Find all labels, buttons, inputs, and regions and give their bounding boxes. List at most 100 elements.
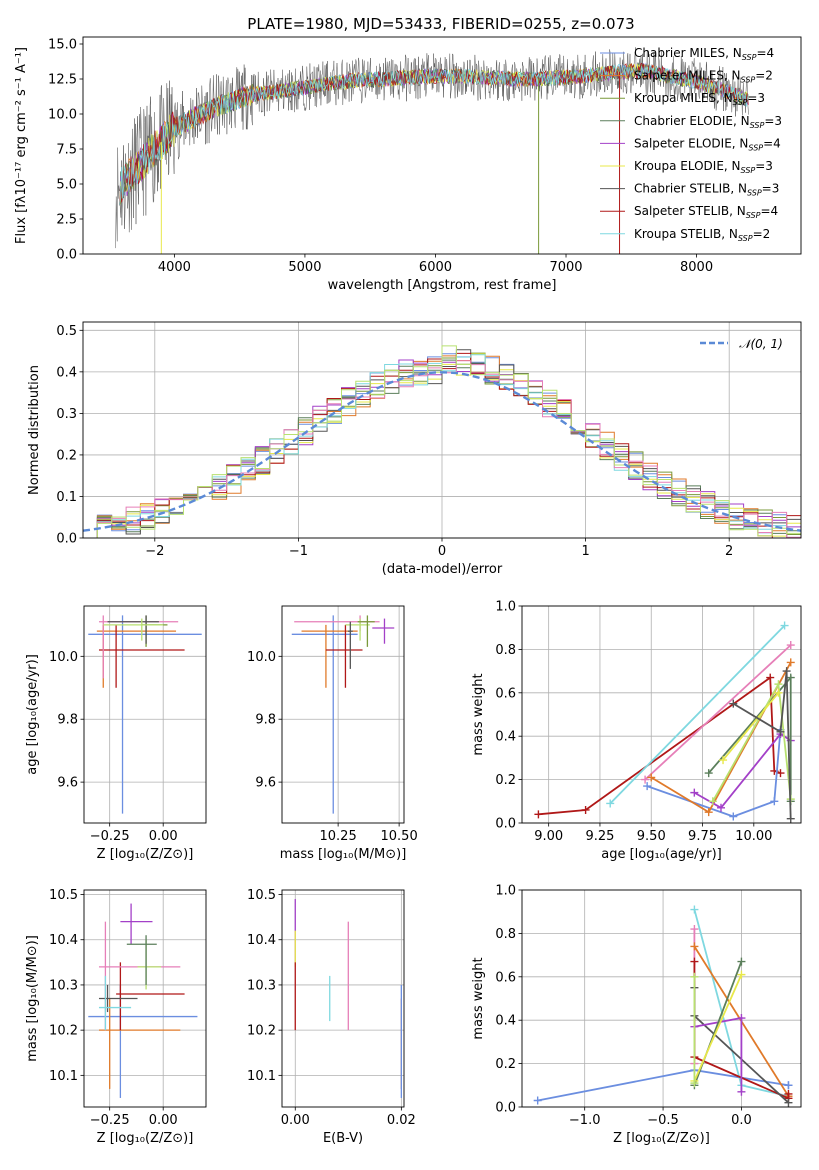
x-axis-label: mass [log₁₀(M/M⊙)] bbox=[280, 847, 407, 862]
spectrum-line bbox=[115, 47, 749, 249]
y-axis-label: Flux [fλ10⁻¹⁷ erg cm⁻² s⁻¹ A⁻¹] bbox=[14, 47, 29, 244]
weight-marker bbox=[784, 1098, 793, 1107]
x-tick-label: −1.0 bbox=[569, 1113, 601, 1128]
legend-entry: Salpeter STELIB, NSSP=4 bbox=[634, 204, 778, 220]
weight-marker bbox=[647, 773, 656, 782]
x-axis-label: E(B-V) bbox=[323, 1131, 363, 1146]
x-axis-label: Z [log₁₀(Z/Z⊙)] bbox=[97, 847, 194, 862]
x-tick-label: 10.50 bbox=[381, 829, 418, 844]
weight-marker bbox=[716, 803, 725, 812]
weight-marker bbox=[690, 957, 699, 966]
weight-marker bbox=[737, 957, 746, 966]
y-axis-label: mass weight bbox=[471, 957, 486, 1039]
x-tick-label: 8000 bbox=[680, 260, 713, 275]
axes-age-vs-mass: 10.25 10.50 9.6 9.8 10.0 mass [log₁₀(M/M⊙)] bbox=[247, 605, 418, 862]
histogram-step bbox=[96, 345, 801, 538]
x-tick-label: 6000 bbox=[419, 260, 452, 275]
y-tick-label: 9.8 bbox=[255, 713, 276, 728]
legend-entry: Salpeter MILES, NSSP=2 bbox=[634, 69, 773, 85]
x-tick-label: 9.75 bbox=[688, 829, 717, 844]
legend-entry: Chabrier MILES, NSSP=4 bbox=[634, 46, 774, 62]
weight-line bbox=[609, 624, 786, 805]
x-axis-label: Z [log₁₀(Z/Z⊙)] bbox=[97, 1131, 194, 1146]
weight-marker bbox=[774, 688, 783, 697]
weight-marker bbox=[784, 1089, 793, 1098]
legend-entry: Kroupa MILES, NSSP=3 bbox=[634, 91, 765, 107]
x-tick-label: 10.00 bbox=[735, 829, 772, 844]
weight-marker bbox=[766, 673, 775, 682]
weight-marker bbox=[729, 699, 738, 708]
x-axis-label: wavelength [Angstrom, rest frame] bbox=[328, 278, 557, 293]
y-tick-label: 10.5 bbox=[247, 888, 276, 903]
x-tick-label: 5000 bbox=[288, 260, 321, 275]
x-tick-label: 4000 bbox=[158, 260, 191, 275]
axes-frame bbox=[83, 889, 207, 1108]
y-tick-label: 10.0 bbox=[48, 108, 77, 123]
weight-marker bbox=[786, 641, 795, 650]
x-tick-label: 9.00 bbox=[534, 829, 563, 844]
axes-mass-vs-Z: −0.25 0.00 10.1 10.2 10.3 10.4 10.5 Z [log₁₀(Z/… bbox=[25, 888, 207, 1146]
x-tick-label: 7000 bbox=[549, 260, 582, 275]
weight-marker bbox=[606, 799, 615, 808]
x-tick-label: 9.50 bbox=[637, 829, 666, 844]
x-tick-label: −0.5 bbox=[647, 1113, 679, 1128]
weight-marker bbox=[786, 658, 795, 667]
axes-frame bbox=[521, 889, 802, 1108]
weight-marker bbox=[641, 775, 650, 784]
y-tick-label: 10.3 bbox=[247, 978, 276, 993]
axes-residuals: −2 −1 0 1 2 0.0 0.1 0.2 0.3 0.4 0.5 (data-model)/er… bbox=[27, 321, 802, 577]
weight-marker bbox=[729, 812, 738, 821]
y-tick-label: 0.0 bbox=[495, 817, 516, 832]
x-tick-label: 9.25 bbox=[585, 829, 614, 844]
spectrum-line bbox=[119, 63, 749, 206]
x-tick-label: 10.25 bbox=[320, 829, 357, 844]
axes-mass-vs-EBV: 0.00 0.02 10.1 10.2 10.3 10.4 10.5 E(B-V) bbox=[247, 888, 416, 1146]
y-tick-label: 10.4 bbox=[49, 933, 78, 948]
weight-marker bbox=[690, 905, 699, 914]
y-tick-label: 5.0 bbox=[56, 178, 77, 193]
plot-area bbox=[291, 615, 395, 814]
axes-age-vs-Z: −0.25 0.00 9.6 9.8 10.0 Z [log₁₀(Z/Z⊙)] age [l… bbox=[25, 605, 207, 862]
x-tick-label: 0.02 bbox=[387, 1113, 416, 1128]
weight-marker bbox=[780, 621, 789, 630]
weight-marker bbox=[786, 814, 795, 823]
x-tick-label: −0.25 bbox=[90, 829, 130, 844]
axes-weight-vs-Z: −1.0 −0.5 0.0 0.0 0.2 0.4 0.6 0.8 1.0 Z [log₁₀(Z/… bbox=[471, 884, 802, 1146]
weight-line bbox=[722, 692, 780, 761]
y-tick-label: 9.6 bbox=[57, 776, 78, 791]
plot-area bbox=[115, 47, 749, 254]
y-axis-label: mass weight bbox=[471, 673, 486, 755]
y-tick-label: 10.1 bbox=[247, 1069, 276, 1084]
weight-marker bbox=[704, 808, 713, 817]
y-tick-label: 0.8 bbox=[495, 927, 516, 942]
y-axis-label: mass [log₁₀(M/M⊙)] bbox=[25, 935, 40, 1062]
axes-weight-vs-age: 9.00 9.25 9.50 9.75 10.00 0.0 0.2 0.4 0.6 0.8 1.0 a… bbox=[471, 600, 802, 862]
weight-marker bbox=[776, 727, 785, 736]
axes-frame bbox=[82, 36, 802, 255]
weight-marker bbox=[770, 797, 779, 806]
legend: Chabrier MILES, NSSP=4 Salpeter MILES, NS… bbox=[600, 46, 782, 243]
y-tick-label: 10.0 bbox=[49, 650, 78, 665]
axes-frame bbox=[521, 605, 802, 824]
y-tick-label: 0.2 bbox=[495, 1057, 516, 1072]
y-tick-label: 2.5 bbox=[56, 213, 77, 228]
figure-title: PLATE=1980, MJD=53433, FIBERID=0255, z=0… bbox=[247, 15, 634, 33]
x-axis-label: Z [log₁₀(Z/Z⊙)] bbox=[613, 1131, 710, 1146]
axes-spectrum: 4000 5000 6000 7000 8000 0.0 2.5 5.0 7.5 10.0 12.5… bbox=[14, 36, 802, 293]
y-tick-label: 0.5 bbox=[56, 324, 77, 339]
x-tick-label: 2 bbox=[725, 544, 733, 559]
weight-marker bbox=[533, 1096, 542, 1105]
plot-area bbox=[88, 903, 198, 1098]
y-tick-label: 1.0 bbox=[495, 600, 516, 615]
legend-entry: Kroupa STELIB, NSSP=2 bbox=[634, 227, 770, 243]
y-tick-label: 0.2 bbox=[495, 773, 516, 788]
y-tick-label: 1.0 bbox=[495, 884, 516, 899]
y-tick-label: 0.4 bbox=[495, 1014, 516, 1029]
axes-frame bbox=[82, 321, 802, 539]
y-tick-label: 9.6 bbox=[255, 776, 276, 791]
axes-frame bbox=[281, 889, 405, 1108]
weight-marker bbox=[643, 782, 652, 791]
weight-marker bbox=[774, 680, 783, 689]
x-tick-label: −0.25 bbox=[90, 1113, 130, 1128]
y-tick-label: 0.6 bbox=[495, 970, 516, 985]
